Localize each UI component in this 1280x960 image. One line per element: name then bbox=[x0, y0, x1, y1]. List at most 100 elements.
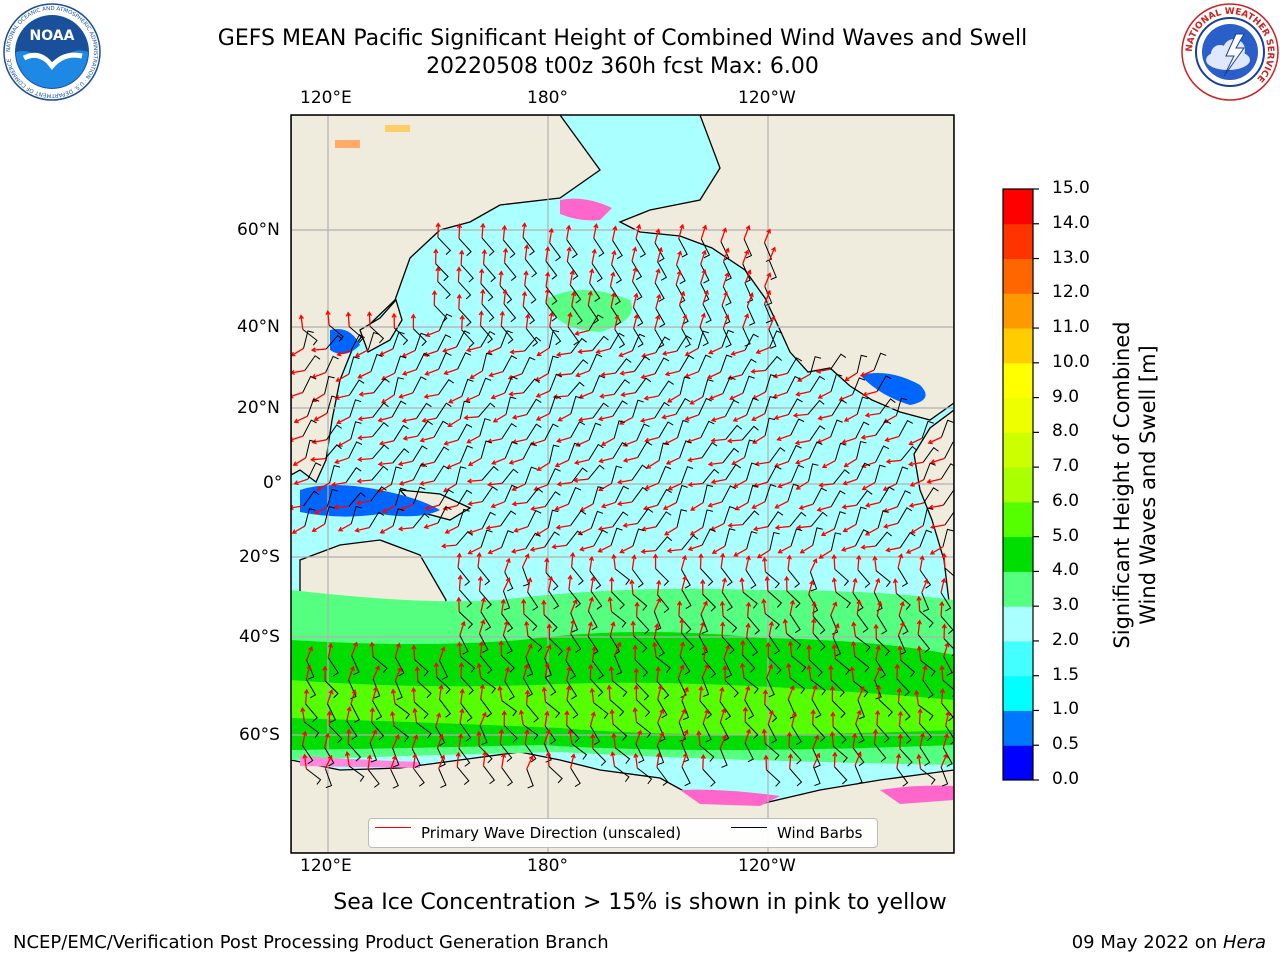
wave-direction-arrow bbox=[726, 438, 743, 444]
wave-direction-arrow bbox=[476, 662, 482, 678]
wind-barb bbox=[876, 638, 891, 657]
wave-direction-arrow bbox=[600, 501, 616, 509]
wave-direction-arrow bbox=[291, 369, 305, 375]
wave-direction-arrow bbox=[480, 288, 486, 304]
wind-barb bbox=[504, 484, 518, 503]
wave-direction-arrow bbox=[609, 621, 616, 637]
wind-barb bbox=[501, 468, 519, 484]
sea-ice-footnote: Sea Ice Concentration > 15% is shown in … bbox=[333, 890, 947, 915]
wind-barb bbox=[767, 511, 784, 527]
wind-barb bbox=[676, 335, 692, 352]
wave-direction-arrow bbox=[763, 228, 772, 243]
wave-direction-arrow bbox=[710, 478, 726, 485]
wave-direction-arrow bbox=[310, 347, 327, 353]
wind-barb bbox=[787, 569, 801, 588]
wave-direction-arrow bbox=[939, 600, 945, 617]
wind-barb bbox=[767, 724, 778, 744]
wind-barb bbox=[634, 355, 651, 372]
wave-direction-arrow bbox=[654, 268, 661, 283]
wind-barb bbox=[304, 721, 320, 738]
wave-direction-arrow bbox=[644, 436, 660, 443]
wave-direction-arrow bbox=[587, 621, 594, 637]
wave-direction-arrow bbox=[739, 577, 745, 593]
wind-barb bbox=[481, 486, 498, 502]
wave-direction-arrow bbox=[575, 370, 590, 378]
wave-direction-arrow bbox=[598, 457, 614, 464]
wind-barb bbox=[414, 332, 427, 351]
wind-barb bbox=[500, 330, 513, 348]
wave-direction-arrow bbox=[787, 753, 794, 769]
wind-barb bbox=[525, 532, 541, 549]
wave-direction-arrow bbox=[677, 664, 685, 679]
wave-direction-arrow bbox=[565, 685, 572, 701]
wave-direction-arrow bbox=[654, 314, 661, 330]
wind-barb bbox=[657, 261, 668, 281]
wave-direction-arrow bbox=[762, 689, 768, 705]
wind-barb bbox=[457, 423, 473, 441]
wind-barb bbox=[789, 614, 801, 634]
wave-direction-arrow bbox=[776, 434, 791, 442]
wave-direction-arrow bbox=[873, 577, 881, 593]
wave-direction-arrow bbox=[786, 731, 793, 747]
japan-land bbox=[359, 298, 403, 353]
wind-barb bbox=[483, 263, 496, 283]
wave-direction-arrow bbox=[356, 478, 372, 484]
wave-direction-arrow bbox=[681, 752, 688, 768]
wave-direction-arrow bbox=[346, 706, 352, 722]
wind-barb bbox=[611, 264, 622, 284]
wind-barb bbox=[875, 419, 892, 436]
wind-barb bbox=[632, 399, 644, 418]
colorbar-tick-label: 1.5 bbox=[1052, 664, 1080, 685]
wind-barb bbox=[764, 417, 776, 436]
wind-barb bbox=[742, 591, 758, 609]
wind-barb bbox=[833, 469, 850, 485]
wave-direction-arrow bbox=[504, 666, 510, 682]
wind-barb bbox=[922, 447, 939, 463]
wind-barb bbox=[769, 447, 786, 463]
wind-barb bbox=[636, 423, 650, 441]
wind-barb bbox=[742, 375, 755, 394]
wave-direction-arrow bbox=[444, 525, 459, 534]
wind-barb bbox=[612, 240, 623, 260]
wave-direction-arrow bbox=[821, 460, 836, 469]
wind-barb bbox=[764, 303, 773, 324]
wind-barb bbox=[481, 303, 495, 322]
wind-barb bbox=[632, 528, 645, 547]
wind-barb bbox=[458, 308, 472, 327]
wave-direction-arrow bbox=[498, 640, 504, 656]
wind-barb bbox=[587, 635, 599, 656]
wave-direction-arrow bbox=[812, 734, 820, 749]
wave-direction-arrow bbox=[479, 683, 485, 700]
wave-direction-arrow bbox=[894, 663, 900, 679]
wind-barb bbox=[654, 637, 665, 657]
wave-direction-arrow bbox=[752, 526, 769, 532]
wind-barb bbox=[328, 324, 344, 342]
wind-barb bbox=[875, 531, 892, 547]
wave-direction-arrow bbox=[311, 523, 325, 532]
wind-barb bbox=[655, 656, 671, 674]
wind-barb bbox=[435, 263, 449, 282]
wind-barb bbox=[481, 465, 499, 481]
wind-barb bbox=[834, 442, 847, 461]
wind-barb bbox=[789, 768, 803, 787]
wind-barb bbox=[526, 423, 542, 440]
wind-barb bbox=[327, 657, 339, 677]
wind-barb bbox=[329, 464, 341, 484]
wave-direction-arrow bbox=[875, 644, 881, 660]
wave-direction-arrow bbox=[763, 754, 769, 770]
wind-barb bbox=[764, 374, 777, 393]
wave-direction-arrow bbox=[667, 482, 682, 491]
wind-barb bbox=[655, 308, 666, 328]
wave-direction-arrow bbox=[787, 685, 795, 700]
map-legend: Primary Wave Direction (unscaled) Wind B… bbox=[368, 818, 878, 848]
wind-barb bbox=[632, 281, 643, 301]
wind-barb bbox=[746, 306, 756, 326]
wind-barb bbox=[568, 442, 581, 461]
wave-direction-arrow bbox=[772, 392, 788, 399]
wind-barb bbox=[544, 676, 557, 696]
wave-direction-arrow bbox=[611, 732, 617, 748]
wave-direction-arrow bbox=[423, 522, 439, 529]
wind-barb bbox=[458, 281, 472, 300]
wave-direction-arrow bbox=[511, 483, 526, 492]
wave-direction-arrow bbox=[667, 394, 681, 403]
